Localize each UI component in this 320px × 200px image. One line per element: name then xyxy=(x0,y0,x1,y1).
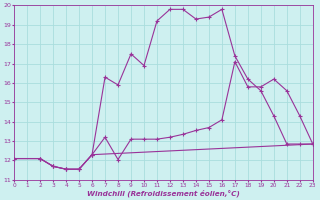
X-axis label: Windchill (Refroidissement éolien,°C): Windchill (Refroidissement éolien,°C) xyxy=(87,189,240,197)
